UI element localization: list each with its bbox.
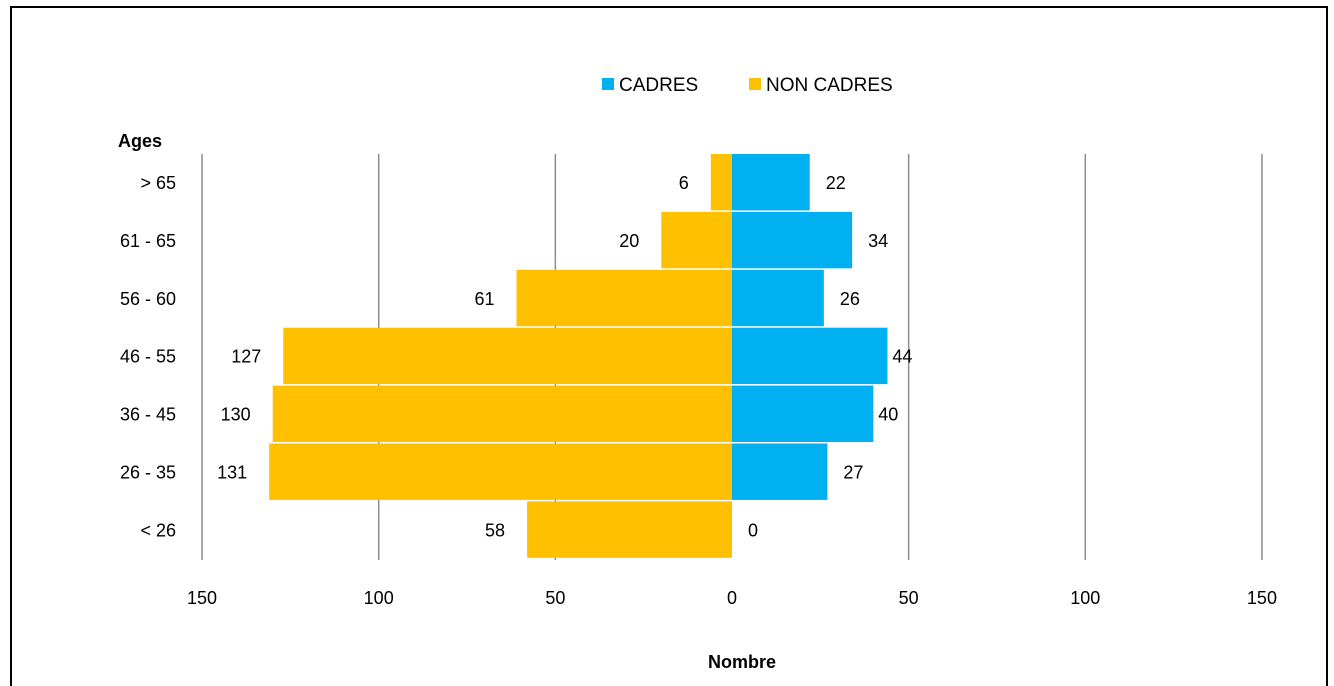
bar-cadres bbox=[732, 327, 888, 385]
value-label-cadres: 22 bbox=[826, 173, 846, 193]
legend-swatch-cadres bbox=[602, 78, 614, 90]
bar-non-cadres bbox=[283, 327, 732, 385]
legend-label-cadres: CADRES bbox=[619, 75, 698, 96]
bar-non-cadres bbox=[661, 211, 732, 269]
legend-swatch-non-cadres bbox=[749, 78, 761, 90]
bar-cadres bbox=[732, 154, 810, 211]
x-tick-labels: 150 100 50 0 50 100 150 bbox=[187, 588, 1277, 608]
bar-non-cadres bbox=[516, 269, 732, 327]
value-label-non-cadres: 58 bbox=[485, 520, 505, 540]
value-label-cadres: 0 bbox=[748, 520, 758, 540]
category-label: < 26 bbox=[140, 520, 176, 540]
value-label-cadres: 26 bbox=[840, 289, 860, 309]
bar-non-cadres bbox=[710, 154, 732, 211]
bar-cadres bbox=[732, 269, 824, 327]
value-label-cadres: 44 bbox=[892, 347, 912, 367]
bars bbox=[269, 154, 888, 558]
value-label-non-cadres: 20 bbox=[619, 231, 639, 251]
value-label-cadres: 40 bbox=[878, 405, 898, 425]
bar-non-cadres bbox=[272, 385, 732, 442]
x-tick-label: 50 bbox=[545, 588, 565, 608]
value-label-cadres: 27 bbox=[843, 462, 863, 482]
x-tick-label: 100 bbox=[1070, 588, 1100, 608]
x-tick-label: 150 bbox=[187, 588, 217, 608]
value-labels: 22 6 34 20 26 61 44 127 40 130 27 131 0 58 bbox=[217, 173, 912, 540]
legend: CADRES NON CADRES bbox=[602, 75, 893, 96]
category-label: > 65 bbox=[140, 173, 176, 193]
category-labels: > 65 61 - 65 56 - 60 46 - 55 36 - 45 26 - 35 <… bbox=[120, 173, 176, 540]
x-tick-label: 0 bbox=[727, 588, 737, 608]
bar-cadres bbox=[732, 443, 828, 500]
category-label: 56 - 60 bbox=[120, 289, 176, 309]
value-label-non-cadres: 131 bbox=[217, 462, 247, 482]
bar-cadres bbox=[732, 385, 874, 442]
x-axis-title: Nombre bbox=[708, 652, 776, 672]
bar-non-cadres bbox=[269, 443, 732, 500]
category-label: 26 - 35 bbox=[120, 462, 176, 482]
category-label: 61 - 65 bbox=[120, 231, 176, 251]
x-tick-label: 150 bbox=[1247, 588, 1277, 608]
x-tick-label: 100 bbox=[364, 588, 394, 608]
category-label: 46 - 55 bbox=[120, 347, 176, 367]
bar-cadres bbox=[732, 211, 853, 269]
x-tick-label: 50 bbox=[899, 588, 919, 608]
bar-non-cadres bbox=[527, 501, 732, 558]
value-label-non-cadres: 61 bbox=[474, 289, 494, 309]
value-label-non-cadres: 130 bbox=[221, 405, 251, 425]
value-label-non-cadres: 127 bbox=[231, 347, 261, 367]
value-label-non-cadres: 6 bbox=[679, 173, 689, 193]
value-label-cadres: 34 bbox=[868, 231, 888, 251]
category-label: 36 - 45 bbox=[120, 405, 176, 425]
y-axis-title: Ages bbox=[118, 131, 162, 151]
legend-label-non-cadres: NON CADRES bbox=[766, 75, 893, 96]
